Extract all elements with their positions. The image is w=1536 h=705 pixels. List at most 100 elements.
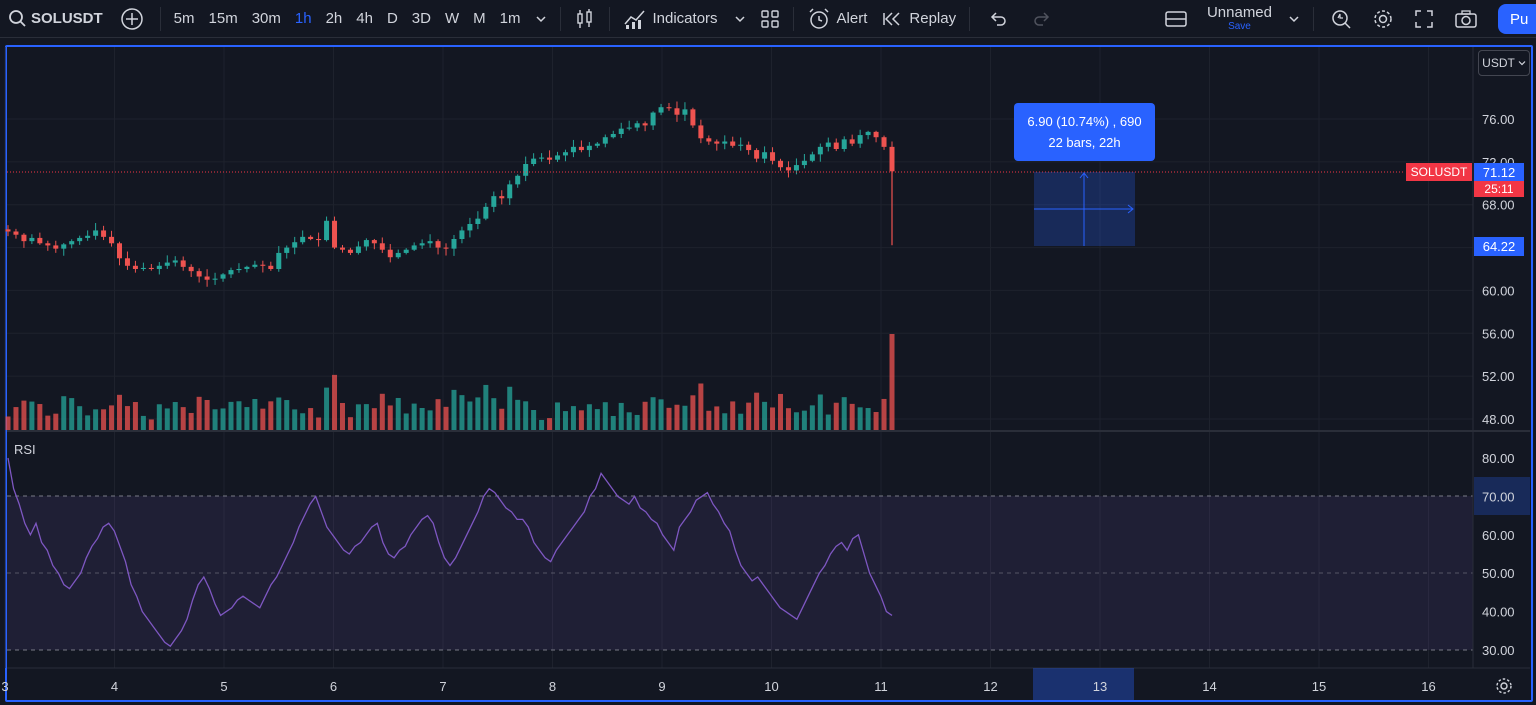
volume-bar [435,399,441,430]
volume-bar [69,398,75,430]
search-icon [9,9,26,27]
volume-bar [140,415,146,430]
templates-button[interactable] [753,0,787,38]
candle-body [770,152,776,161]
toolbar-divider [608,6,610,31]
chart-type-button[interactable] [567,0,603,38]
timeframe-W[interactable]: W [444,10,460,27]
volume-bar [459,395,465,430]
quick-search-button[interactable] [1320,0,1362,38]
chevron-down-icon [535,15,546,22]
volume-bar [801,410,807,430]
gear-icon[interactable] [1494,676,1514,696]
volume-bar [53,413,59,430]
candle-body [833,142,839,149]
layout-button[interactable] [1152,0,1200,38]
volume-bar [371,408,377,430]
symbol-search[interactable]: SOLUSDT [0,0,110,38]
time-axis-label: 10 [764,679,778,694]
timeframe-D[interactable]: D [386,10,398,27]
save-label[interactable]: Save [1228,21,1251,32]
publish-label: Pu [1510,10,1529,28]
candle-body [379,243,385,250]
volume-bar [825,414,831,430]
timeframe-15m[interactable]: 15m [208,10,238,27]
symbol-price-tag: SOLUSDT [1406,163,1472,181]
volume-bar [682,405,688,430]
timeframe-3D[interactable]: 3D [411,10,431,27]
candle-body [132,265,138,269]
candle-body [61,244,67,249]
candle-body [610,134,616,138]
volume-bar [873,412,879,430]
timeframe-4h[interactable]: 4h [356,10,373,27]
settings-button[interactable] [1362,0,1404,38]
currency-button[interactable]: USDT [1478,50,1530,76]
volume-bar [722,413,728,430]
alert-button[interactable]: Alert [800,0,875,38]
volume-bar [85,415,91,430]
volume-bar [172,402,178,430]
timeframe-30m[interactable]: 30m [251,10,281,27]
timeframe-2h[interactable]: 2h [325,10,343,27]
volume-bar [610,415,616,430]
indicators-button[interactable]: Indicators [616,0,753,38]
candle-body [37,237,43,244]
timeframe-1h[interactable]: 1h [294,10,312,27]
candle-body [793,165,799,171]
candle-body [172,260,178,263]
replay-button[interactable]: Replay [874,0,963,38]
timeframe-M[interactable]: M [473,10,486,27]
candle-body [754,150,760,159]
time-axis-label: 15 [1312,679,1326,694]
chevron-down-icon [735,15,745,22]
fullscreen-button[interactable] [1404,0,1444,38]
volume-bar [594,409,600,430]
candle-body [164,262,170,266]
plus-circle-icon [120,7,143,30]
chevron-down-icon [1518,61,1526,66]
snapshot-button[interactable] [1444,0,1488,38]
volume-bar [778,393,784,430]
time-axis[interactable]: 3 4 5 6 7 8 9 10 11 12 13 14 15 16 [1,679,1435,694]
candle-body [722,141,728,144]
volume-series [5,334,895,430]
currency-label: USDT [1482,56,1515,70]
volume-bar [817,394,823,430]
redo-button[interactable] [1020,0,1064,38]
undo-button[interactable] [976,0,1020,38]
price-axis-label: 76.00 [1482,112,1515,127]
volume-bar [443,406,449,430]
volume-bar [29,401,35,430]
rsi-legend[interactable]: RSI [14,442,36,457]
candle-body [602,137,608,144]
volume-bar [658,399,664,430]
candle-body [825,142,831,147]
candle-body [29,237,35,242]
volume-bar [101,409,107,430]
rsi-band [7,496,1473,650]
time-axis-label: 12 [983,679,997,694]
publish-button[interactable]: Pu [1498,4,1536,34]
candle-body [762,152,768,159]
rsi-axis[interactable]: 80.00 70.00 60.00 50.00 40.00 30.00 [1482,451,1515,658]
redo-icon [1034,11,1050,26]
candle-body [45,243,51,246]
timeframe-1m[interactable]: 1m [499,10,521,27]
volume-bar [355,404,361,430]
candle-body [682,109,688,115]
volume-bar [523,401,529,430]
candle-body [244,266,250,269]
candle-body [355,246,361,253]
volume-bar [865,408,871,430]
timeframe-5m[interactable]: 5m [173,10,195,27]
timeframe-dropdown[interactable] [528,0,554,38]
candle-body [650,112,656,126]
measure-duration: 22 bars, 22h [1048,135,1121,150]
volume-bar [618,402,624,430]
volume-bar [785,408,791,430]
layout-name-button[interactable]: Unnamed Save [1200,0,1307,38]
compare-symbol-button[interactable] [110,0,154,38]
